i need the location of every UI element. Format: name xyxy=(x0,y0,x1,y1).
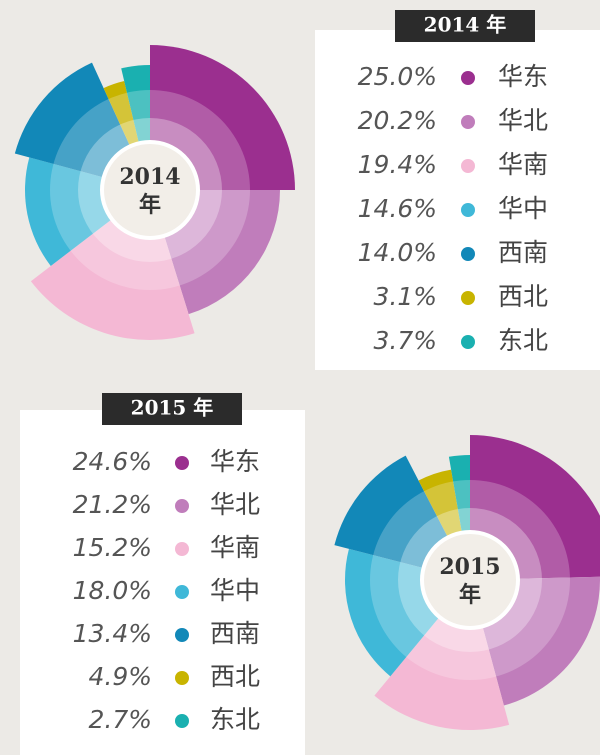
legend-swatch xyxy=(175,542,189,556)
legend-swatch xyxy=(175,456,189,470)
value-label: 18.0% xyxy=(73,576,152,605)
value-label: 25.0% xyxy=(358,62,437,91)
legend-swatch xyxy=(175,499,189,513)
value-label: 3.7% xyxy=(373,326,437,355)
legend-swatch xyxy=(175,714,189,728)
legend-label: 西南 xyxy=(210,619,260,648)
center xyxy=(100,140,200,240)
value-label: 14.6% xyxy=(358,194,437,223)
legend-label: 西北 xyxy=(498,282,548,311)
legend-label: 华东 xyxy=(498,62,548,91)
legend-label: 华南 xyxy=(210,533,260,562)
legend-label: 东北 xyxy=(210,705,260,734)
value-label: 14.0% xyxy=(358,238,437,267)
title-bg xyxy=(395,10,535,42)
legend-label: 西北 xyxy=(210,662,260,691)
center xyxy=(420,530,520,630)
value-label: 13.4% xyxy=(73,619,152,648)
legend-swatch xyxy=(461,335,475,349)
legend-panel xyxy=(315,30,600,370)
center-label: 2015 xyxy=(439,554,500,580)
value-label: 20.2% xyxy=(358,106,437,135)
center-label: 年 xyxy=(459,582,481,608)
legend-panel xyxy=(20,410,305,755)
legend-label: 华东 xyxy=(210,447,260,476)
legend-label: 华中 xyxy=(210,576,260,605)
value-label: 19.4% xyxy=(358,150,437,179)
legend-swatch xyxy=(461,159,475,173)
legend-title: 2015 年 xyxy=(131,396,214,420)
legend-swatch xyxy=(461,203,475,217)
value-label: 21.2% xyxy=(73,490,152,519)
legend-swatch xyxy=(461,115,475,129)
value-label: 3.1% xyxy=(373,282,437,311)
value-label: 15.2% xyxy=(73,533,152,562)
title-bg xyxy=(102,393,242,425)
center-label: 2014 xyxy=(119,164,180,190)
legend-label: 华中 xyxy=(498,194,548,223)
legend-swatch xyxy=(461,71,475,85)
legend-label: 东北 xyxy=(498,326,548,355)
legend-label: 西南 xyxy=(498,238,548,267)
legend-swatch xyxy=(461,291,475,305)
center-label: 年 xyxy=(139,192,161,218)
value-label: 24.6% xyxy=(73,447,152,476)
wedge xyxy=(150,45,295,190)
legend-label: 华北 xyxy=(210,490,260,519)
value-label: 2.7% xyxy=(88,705,152,734)
legend-label: 华南 xyxy=(498,150,548,179)
value-label: 4.9% xyxy=(88,662,152,691)
legend-title: 2014 年 xyxy=(424,13,507,37)
legend-swatch xyxy=(175,671,189,685)
legend-swatch xyxy=(461,247,475,261)
legend-label: 华北 xyxy=(498,106,548,135)
legend-swatch xyxy=(175,585,189,599)
legend-swatch xyxy=(175,628,189,642)
